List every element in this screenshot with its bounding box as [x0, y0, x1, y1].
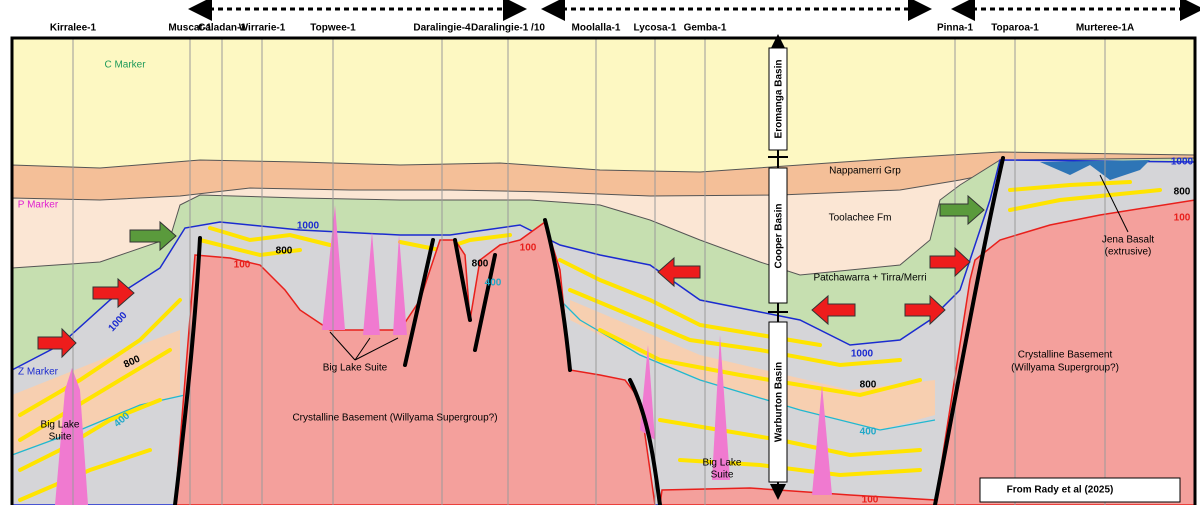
leader-line	[1099, 174, 1129, 233]
well-label: Wirrarie-1	[239, 23, 286, 34]
contour-label: 800	[472, 259, 489, 270]
arrows	[37, 194, 985, 359]
unit-label: Jena Basalt	[1102, 235, 1154, 246]
suite-label: Big Lake Suite	[323, 363, 388, 374]
unit-label: (Willyama Supergroup?)	[1011, 363, 1119, 374]
contour-label: 100	[862, 495, 879, 505]
contour-label: 100	[234, 260, 251, 271]
contour-label: 1000	[1171, 157, 1194, 168]
contour-label: 400	[860, 427, 877, 438]
basement	[174, 199, 1196, 506]
wells	[72, 38, 1106, 505]
well-label: Topwee-1	[310, 23, 356, 34]
unit-label: Crystalline Basement (Willyama Supergrou…	[292, 413, 497, 424]
faults	[173, 156, 1005, 507]
well-label: Gemba-1	[684, 23, 727, 34]
suite-label: Big Lake	[41, 420, 80, 431]
labels: C Marker P Marker Z Marker Nappamerri Gr…	[18, 60, 1181, 503]
marker-label: P Marker	[18, 200, 59, 211]
marker-label: C Marker	[104, 60, 146, 71]
unit-label: (extrusive)	[1105, 247, 1152, 258]
suite-label: Suite	[49, 432, 72, 443]
basin-column: Eromanga Basin Cooper Basin Warburton Ba…	[768, 34, 788, 500]
source-box	[979, 477, 1181, 503]
unit-label: Crystalline Basement	[1018, 350, 1113, 361]
contour-label: 100	[520, 243, 537, 254]
marker-label: Z Marker	[18, 367, 59, 378]
well-label: Pinna-1	[937, 23, 974, 34]
well-label: Daralingie-4	[413, 23, 471, 34]
source: From Rady et al (2025)	[1007, 485, 1114, 496]
basin-label: Eromanga Basin	[774, 60, 785, 139]
contour-label: 100	[1174, 213, 1191, 224]
unit-label: Patchawarra + Tirra/Merri	[813, 273, 926, 284]
unit-label: Nappamerri Grp	[829, 166, 901, 177]
contour-label: 800	[276, 246, 293, 257]
well-label: Caladan-1	[198, 23, 246, 34]
basin-label: Warburton Basin	[774, 362, 785, 442]
well-label: Toparoa-1	[991, 23, 1039, 34]
well-label: Kirralee-1	[50, 23, 97, 34]
basin-label: Cooper Basin	[774, 203, 785, 268]
contour-label: 800	[1174, 187, 1191, 198]
well-label: Daralingie-1 /10	[471, 23, 545, 34]
well-label: Muscat-1	[168, 23, 212, 34]
suite-label: Suite	[711, 470, 734, 481]
suite-label: Big Lake	[703, 458, 742, 469]
contour-label: 1000	[297, 221, 320, 232]
well-label: Lycosa-1	[634, 23, 677, 34]
well-label: Moolalla-1	[572, 23, 621, 34]
leader-lines	[329, 331, 399, 361]
contour-label: 400	[485, 278, 502, 289]
contour-label: 1000	[851, 349, 874, 360]
contour-label: 800	[860, 380, 877, 391]
unit-label: Toolachee Fm	[829, 213, 892, 224]
well-label: Murteree-1A	[1076, 23, 1134, 34]
